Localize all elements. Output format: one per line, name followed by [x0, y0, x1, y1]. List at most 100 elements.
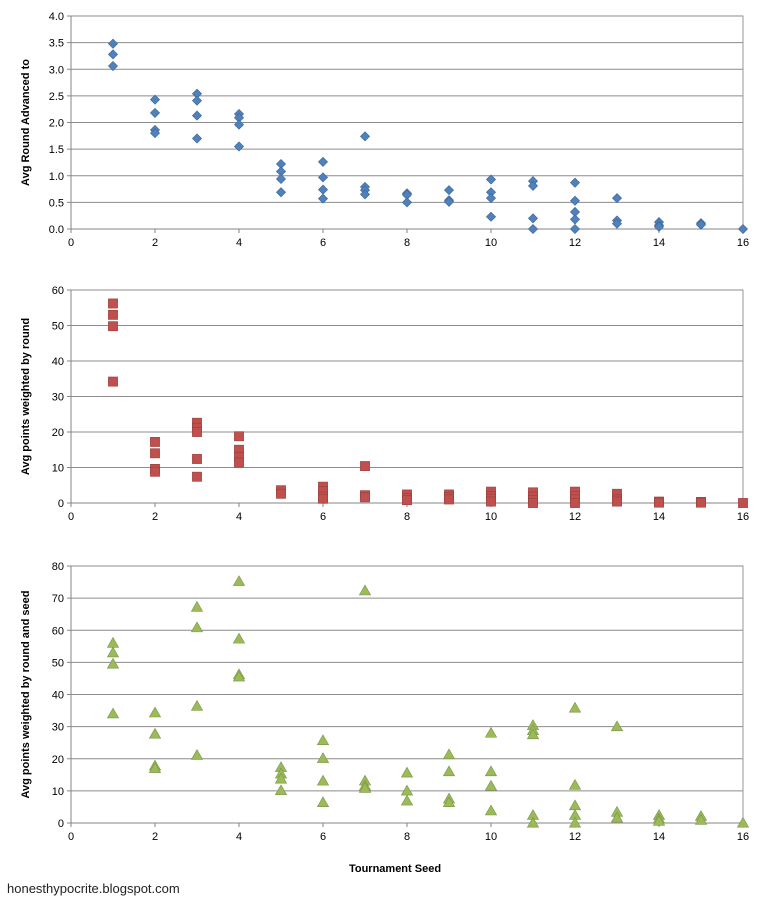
data-point [317, 193, 329, 204]
data-point [232, 632, 246, 644]
x-tick-label: 4 [236, 831, 242, 843]
x-tick-label: 0 [68, 831, 74, 843]
data-point [107, 61, 119, 72]
x-tick-label: 16 [737, 511, 749, 523]
data-point [106, 707, 120, 719]
y-tick-label: 1.0 [49, 171, 64, 183]
y-tick-label: 3.5 [49, 38, 64, 50]
data-point [317, 184, 329, 195]
data-point [108, 376, 118, 387]
y-tick-label: 0 [58, 498, 64, 510]
data-point [568, 701, 582, 713]
data-point [107, 38, 119, 49]
data-point [233, 141, 245, 152]
data-point [569, 223, 581, 235]
x-tick-label: 6 [320, 831, 326, 843]
data-point [358, 782, 372, 793]
data-point [443, 196, 455, 207]
data-point [443, 185, 455, 196]
data-point [526, 816, 540, 828]
data-point [569, 214, 581, 225]
data-point [442, 748, 456, 760]
x-tick-label: 6 [320, 511, 326, 523]
y-tick-label: 10 [52, 463, 64, 475]
data-point [316, 734, 330, 745]
y-tick-label: 50 [52, 321, 64, 333]
data-point [316, 752, 330, 763]
data-point [108, 321, 118, 332]
y-tick-label: 0 [58, 818, 64, 830]
x-tick-label: 14 [653, 511, 665, 523]
data-point [528, 498, 538, 508]
data-point [444, 494, 454, 505]
data-point [485, 174, 497, 185]
x-tick-label: 14 [653, 237, 665, 249]
y-tick-label: 80 [52, 561, 64, 573]
x-tick-label: 8 [404, 237, 410, 249]
x-tick-label: 14 [653, 831, 665, 843]
data-point [612, 496, 622, 507]
data-point [610, 720, 624, 732]
data-point [400, 784, 414, 796]
data-point [442, 765, 456, 777]
data-point [316, 796, 330, 807]
data-point [695, 219, 707, 230]
y-tick-label: 4.0 [49, 11, 64, 23]
data-point [148, 762, 162, 773]
data-point [738, 498, 748, 508]
data-point [484, 804, 498, 816]
y-tick-label: 40 [52, 690, 64, 702]
data-point [400, 794, 414, 806]
data-point [149, 107, 161, 118]
data-point [192, 471, 202, 482]
data-point [654, 497, 664, 508]
data-point [318, 493, 328, 504]
x-tick-label: 8 [404, 511, 410, 523]
data-point [610, 811, 624, 823]
data-point [696, 497, 706, 508]
chart-panel-points-by-round: 0 10 20 30 40 50 60 0 2 4 6 8 10 12 14 16 Avg points wei… [20, 285, 749, 523]
y-tick-label: 2.0 [49, 118, 64, 130]
x-tick-label: 12 [569, 831, 581, 843]
data-point [653, 221, 665, 232]
data-point [570, 498, 580, 508]
data-point [694, 813, 708, 825]
data-point [652, 814, 666, 826]
data-point [106, 636, 120, 648]
blog-credit: honesthypocrite.blogspot.com [7, 881, 180, 896]
x-tick-label: 10 [485, 831, 497, 843]
data-point [569, 195, 581, 206]
data-point [485, 193, 497, 204]
data-point [234, 431, 244, 442]
data-point [359, 189, 371, 200]
data-point [234, 457, 244, 468]
y-tick-label: 60 [52, 285, 64, 297]
data-point [232, 575, 246, 586]
data-point [526, 728, 540, 740]
data-point [400, 766, 414, 778]
data-point [317, 172, 329, 183]
y-tick-label: 50 [52, 657, 64, 669]
data-point [402, 495, 412, 506]
data-point [401, 197, 413, 208]
data-point [150, 437, 160, 447]
x-tick-label: 12 [569, 511, 581, 523]
data-point [485, 211, 497, 222]
y-tick-label: 1.5 [49, 144, 64, 156]
data-point [275, 187, 287, 198]
x-tick-label: 4 [236, 511, 242, 523]
data-point [611, 193, 623, 204]
data-point [736, 816, 750, 828]
y-tick-label: 30 [52, 392, 64, 404]
data-point [150, 466, 160, 477]
y-tick-label: 0.0 [49, 224, 64, 236]
data-point [359, 131, 371, 142]
y-tick-label: 10 [52, 786, 64, 798]
data-point [233, 119, 245, 130]
data-point [568, 816, 582, 828]
data-point [192, 427, 202, 437]
data-point [190, 749, 204, 760]
y-tick-label: 30 [52, 722, 64, 734]
y-tick-label: 2.5 [49, 91, 64, 103]
